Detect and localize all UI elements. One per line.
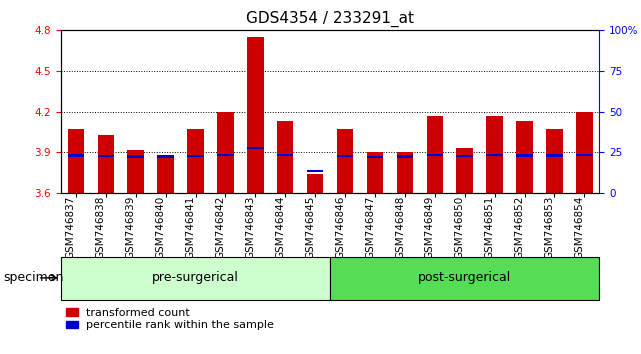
Bar: [517, 121, 533, 193]
Bar: [576, 112, 593, 193]
Bar: [337, 155, 353, 157]
Bar: [128, 155, 144, 158]
Bar: [397, 155, 413, 158]
Text: pre-surgerical: pre-surgerical: [152, 272, 239, 284]
Bar: [487, 154, 503, 156]
Bar: [576, 154, 593, 156]
Bar: [68, 129, 84, 193]
Legend: transformed count, percentile rank within the sample: transformed count, percentile rank withi…: [67, 308, 274, 330]
Bar: [128, 149, 144, 193]
Text: GSM746838: GSM746838: [96, 196, 106, 259]
Title: GDS4354 / 233291_at: GDS4354 / 233291_at: [246, 11, 414, 27]
Bar: [330, 257, 599, 300]
Text: GSM746843: GSM746843: [246, 196, 255, 259]
Bar: [337, 129, 353, 193]
Text: GSM746851: GSM746851: [485, 196, 495, 259]
Bar: [546, 129, 563, 193]
Text: GSM746837: GSM746837: [66, 196, 76, 259]
Bar: [187, 129, 204, 193]
Bar: [546, 154, 563, 157]
Bar: [68, 154, 84, 157]
Text: GSM746841: GSM746841: [185, 196, 196, 259]
Text: GSM746839: GSM746839: [126, 196, 136, 259]
Bar: [158, 155, 174, 193]
Bar: [456, 148, 473, 193]
Text: post-surgerical: post-surgerical: [418, 272, 512, 284]
Bar: [487, 115, 503, 193]
Bar: [427, 115, 443, 193]
Text: GSM746850: GSM746850: [454, 196, 465, 259]
Bar: [427, 154, 443, 156]
Text: GSM746846: GSM746846: [335, 196, 345, 259]
Text: GSM746842: GSM746842: [215, 196, 226, 259]
Bar: [517, 154, 533, 157]
Bar: [307, 174, 324, 193]
Text: specimen: specimen: [3, 272, 63, 284]
Text: GSM746844: GSM746844: [275, 196, 285, 259]
Bar: [247, 37, 263, 193]
Bar: [397, 152, 413, 193]
Bar: [307, 170, 324, 172]
Bar: [158, 155, 174, 158]
Text: GSM746845: GSM746845: [305, 196, 315, 259]
Bar: [367, 152, 383, 193]
Bar: [247, 147, 263, 149]
Text: GSM746853: GSM746853: [544, 196, 554, 259]
Bar: [97, 155, 114, 157]
Bar: [277, 121, 294, 193]
Text: GSM746848: GSM746848: [395, 196, 405, 259]
Bar: [367, 156, 383, 158]
Bar: [456, 155, 473, 157]
Bar: [217, 112, 233, 193]
Bar: [187, 155, 204, 157]
Bar: [277, 154, 294, 156]
Text: GSM746852: GSM746852: [515, 196, 524, 259]
Text: GSM746849: GSM746849: [425, 196, 435, 259]
Text: GSM746854: GSM746854: [574, 196, 585, 259]
Text: GSM746840: GSM746840: [156, 196, 165, 259]
Bar: [97, 135, 114, 193]
Bar: [61, 257, 330, 300]
Bar: [217, 154, 233, 156]
Text: GSM746847: GSM746847: [365, 196, 375, 259]
